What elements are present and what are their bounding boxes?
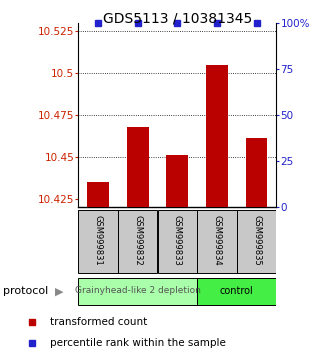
Text: Grainyhead-like 2 depletion: Grainyhead-like 2 depletion (75, 286, 201, 295)
Text: percentile rank within the sample: percentile rank within the sample (50, 338, 226, 348)
Text: GSM999833: GSM999833 (173, 215, 182, 266)
Text: GSM999835: GSM999835 (252, 215, 261, 266)
Text: GSM999834: GSM999834 (212, 215, 221, 266)
Text: GDS5113 / 10381345: GDS5113 / 10381345 (103, 12, 252, 26)
FancyBboxPatch shape (79, 278, 197, 305)
Text: transformed count: transformed count (50, 316, 147, 327)
FancyBboxPatch shape (158, 210, 197, 273)
FancyBboxPatch shape (197, 210, 236, 273)
Bar (166, 155, 188, 207)
FancyBboxPatch shape (79, 210, 118, 273)
Bar (87, 182, 109, 207)
Text: ▶: ▶ (55, 286, 64, 296)
Text: control: control (220, 286, 254, 296)
Bar (127, 127, 149, 207)
Text: GSM999831: GSM999831 (94, 215, 103, 266)
FancyBboxPatch shape (118, 210, 157, 273)
Text: GSM999832: GSM999832 (133, 215, 142, 266)
Bar (206, 65, 228, 207)
FancyBboxPatch shape (197, 278, 276, 305)
Bar (246, 138, 267, 207)
Text: protocol: protocol (3, 286, 49, 296)
FancyBboxPatch shape (237, 210, 276, 273)
